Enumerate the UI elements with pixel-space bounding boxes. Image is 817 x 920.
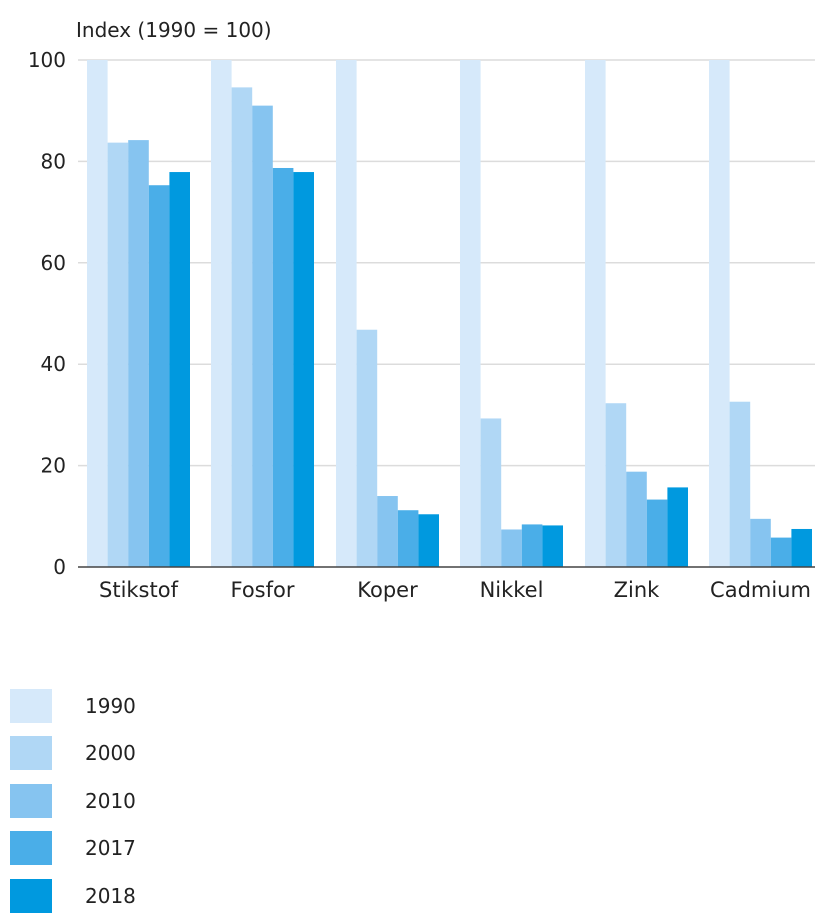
- bar-zink-1990: [585, 60, 606, 567]
- legend: 1990 2000 2010 2017 2018: [10, 682, 136, 920]
- legend-swatch: [10, 736, 52, 771]
- legend-item: 2010: [10, 777, 136, 825]
- bar-stikstof-1990: [87, 60, 108, 567]
- legend-swatch: [10, 878, 52, 913]
- bar-koper-2017: [397, 510, 419, 567]
- bar-koper-2000: [356, 329, 378, 567]
- bar-chart: Index (1990 = 100) 0 20 40 60 80 100 Stikstof…: [28, 18, 815, 602]
- bar-fosfor-2017: [272, 167, 294, 567]
- x-category-label: Cadmium: [710, 578, 811, 602]
- bar-zink-2017: [646, 499, 668, 567]
- bar-cadmium-2017: [770, 537, 792, 567]
- legend-label: 2010: [85, 788, 136, 813]
- legend-item: 1990: [10, 682, 136, 730]
- bar-koper-2010: [377, 496, 398, 567]
- legend-label: 2017: [85, 836, 136, 861]
- bar-cadmium-2000: [729, 401, 751, 567]
- y-axis-label: Index (1990 = 100): [76, 18, 272, 42]
- bar-stikstof-2018: [169, 172, 190, 567]
- bar-zink-2010: [626, 471, 647, 567]
- bar-fosfor-1990: [211, 60, 232, 567]
- bar-cadmium-2018: [791, 528, 812, 567]
- bar-zink-2000: [605, 403, 627, 567]
- bar-cadmium-2010: [750, 518, 771, 567]
- y-axis-ticks: 0 20 40 60 80 100: [28, 48, 66, 579]
- legend-item: 2000: [10, 730, 136, 778]
- legend-swatch: [10, 831, 52, 866]
- y-tick-label: 0: [53, 555, 66, 579]
- bar-fosfor-2000: [231, 87, 253, 568]
- bar-nikkel-2018: [542, 525, 563, 567]
- y-tick-label: 80: [41, 149, 66, 173]
- bar-zink-2018: [667, 487, 688, 567]
- legend-item: 2018: [10, 872, 136, 920]
- bar-stikstof-2000: [107, 142, 129, 568]
- legend-label: 2018: [85, 883, 136, 908]
- grid-lines: [78, 59, 815, 467]
- bar-nikkel-2017: [521, 524, 543, 567]
- legend-label: 2000: [85, 741, 136, 766]
- y-tick-label: 100: [28, 48, 66, 72]
- bar-cadmium-1990: [709, 60, 730, 567]
- x-category-label: Zink: [614, 578, 661, 602]
- legend-label: 1990: [85, 693, 136, 718]
- bar-nikkel-2010: [501, 529, 522, 567]
- bar-fosfor-2010: [252, 105, 273, 567]
- y-tick-label: 40: [41, 352, 66, 376]
- legend-swatch: [10, 783, 52, 818]
- x-axis-categories: Stikstof Fosfor Koper Nikkel Zink Cadmium: [99, 578, 811, 602]
- x-category-label: Nikkel: [480, 578, 544, 602]
- bars: [87, 60, 812, 568]
- legend-swatch: [10, 688, 52, 723]
- bar-koper-2018: [418, 514, 439, 567]
- y-tick-label: 20: [41, 454, 66, 478]
- x-category-label: Fosfor: [231, 578, 295, 602]
- y-tick-label: 60: [41, 251, 66, 275]
- x-category-label: Stikstof: [99, 578, 179, 602]
- bar-stikstof-2017: [148, 185, 170, 567]
- bar-fosfor-2018: [293, 172, 314, 567]
- legend-item: 2017: [10, 825, 136, 873]
- bar-nikkel-2000: [480, 418, 502, 567]
- bar-stikstof-2010: [128, 140, 149, 567]
- x-category-label: Koper: [357, 578, 418, 602]
- bar-nikkel-1990: [460, 60, 481, 567]
- bar-koper-1990: [336, 60, 357, 567]
